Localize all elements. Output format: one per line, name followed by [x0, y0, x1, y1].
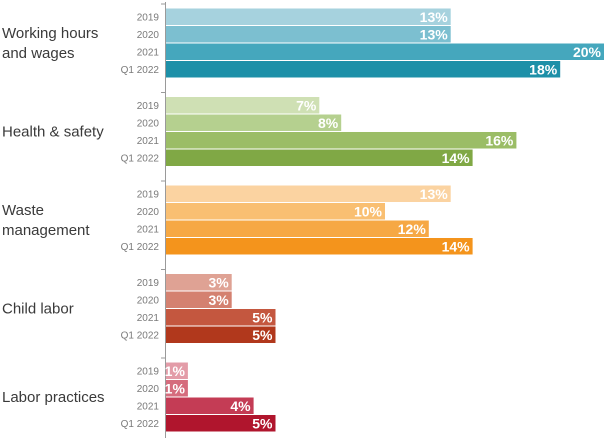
value-label: 3% — [208, 274, 229, 290]
year-label: 2019 — [137, 189, 160, 200]
value-label: 4% — [230, 398, 251, 414]
category-label: Health & safety — [2, 124, 104, 141]
bar — [166, 97, 320, 114]
category-label: and wages — [2, 45, 75, 62]
bar — [166, 132, 517, 149]
category-label: Waste — [2, 202, 44, 219]
value-label: 5% — [252, 309, 273, 325]
year-label: 2021 — [137, 136, 160, 147]
value-label: 20% — [573, 44, 602, 60]
year-label: 2021 — [137, 401, 160, 412]
year-label: 2019 — [137, 366, 160, 377]
year-label: 2019 — [137, 278, 160, 289]
category-label: Child labor — [2, 301, 74, 318]
bar — [166, 114, 342, 131]
bar — [166, 397, 254, 414]
year-label: 2020 — [137, 207, 160, 218]
value-label: 1% — [165, 380, 186, 396]
bar — [166, 291, 232, 308]
bar — [166, 238, 473, 255]
bar — [166, 326, 276, 343]
category-label: Labor practices — [2, 389, 105, 406]
bar — [166, 362, 188, 379]
year-label: Q1 2022 — [121, 242, 160, 253]
bar — [166, 380, 188, 397]
bar — [166, 8, 451, 25]
value-label: 13% — [420, 9, 449, 25]
bar — [166, 185, 451, 202]
value-label: 10% — [354, 203, 383, 219]
bar — [166, 220, 429, 237]
category-label: management — [2, 222, 90, 239]
bar — [166, 61, 561, 78]
category-label: Working hours — [2, 25, 98, 42]
year-label: 2019 — [137, 12, 160, 23]
year-label: Q1 2022 — [121, 65, 160, 76]
year-label: 2019 — [137, 101, 160, 112]
bar — [166, 309, 276, 326]
value-label: 3% — [208, 292, 229, 308]
value-label: 13% — [420, 26, 449, 42]
bar — [166, 26, 451, 43]
year-label: 2021 — [137, 224, 160, 235]
bar — [166, 415, 276, 432]
year-label: 2021 — [137, 313, 160, 324]
value-label: 14% — [442, 150, 471, 166]
bar — [166, 274, 232, 291]
bar — [166, 43, 604, 60]
year-label: 2020 — [137, 30, 160, 41]
year-label: Q1 2022 — [121, 419, 160, 430]
value-label: 7% — [296, 97, 317, 113]
value-label: 18% — [529, 61, 558, 77]
value-label: 16% — [485, 132, 514, 148]
bar — [166, 149, 473, 166]
value-label: 13% — [420, 186, 449, 202]
value-label: 14% — [442, 238, 471, 254]
year-label: Q1 2022 — [121, 153, 160, 164]
value-label: 5% — [252, 415, 273, 431]
year-label: 2020 — [137, 118, 160, 129]
year-label: 2021 — [137, 47, 160, 58]
year-label: 2020 — [137, 295, 160, 306]
year-label: 2020 — [137, 384, 160, 395]
value-label: 5% — [252, 327, 273, 343]
year-label: Q1 2022 — [121, 330, 160, 341]
value-label: 12% — [398, 221, 427, 237]
bar — [166, 203, 385, 220]
value-label: 8% — [318, 115, 339, 131]
value-label: 1% — [165, 363, 186, 379]
